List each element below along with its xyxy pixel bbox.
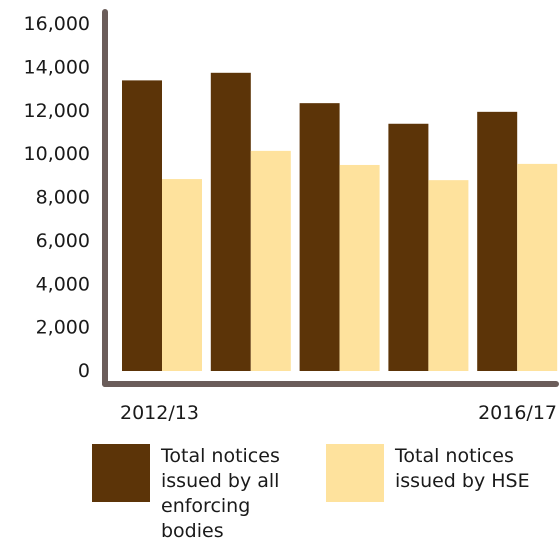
bar-series-2 [250, 150, 291, 371]
y-tick-label: 10,000 [24, 143, 90, 165]
bar-series-1 [299, 103, 340, 372]
legend: Total notices issued by all enforcing bo… [0, 444, 560, 554]
x-tick-label: 2012/13 [120, 402, 199, 424]
y-tick-label: 0 [78, 360, 90, 382]
x-tick-label: 2016/17 [478, 402, 557, 424]
y-tick-label: 8,000 [36, 187, 90, 209]
y-axis-ticks: 0 2,000 4,000 6,000 8,000 10,000 12,000 14,000 1… [24, 13, 90, 382]
bar-series-1 [477, 111, 518, 371]
legend-item-hse: Total notices issued by HSE [326, 444, 530, 502]
legend-label-line: issued by all [161, 470, 280, 492]
legend-swatch-all-bodies [92, 444, 150, 502]
legend-label-hse: Total notices issued by HSE [395, 444, 530, 494]
bar-series-2 [339, 164, 380, 371]
bar-series-1 [122, 80, 162, 371]
legend-label-line: bodies [161, 520, 224, 542]
legend-swatch-hse [326, 444, 384, 502]
y-tick-label: 16,000 [24, 13, 90, 35]
legend-label-line: issued by HSE [395, 470, 530, 492]
bar-series-2 [517, 163, 558, 371]
y-tick-label: 6,000 [36, 230, 90, 252]
bar-series-2 [162, 179, 202, 371]
x-axis-ticks: 2012/13 2016/17 [120, 402, 557, 424]
legend-label-line: enforcing [161, 495, 251, 517]
y-tick-label: 14,000 [24, 56, 90, 78]
bar-chart: 0 2,000 4,000 6,000 8,000 10,000 12,000 14,000 1… [24, 9, 559, 424]
bar-series-1 [210, 72, 251, 371]
bar-series-2 [428, 180, 469, 371]
legend-item-all-bodies: Total notices issued by all enforcing bo… [92, 444, 280, 544]
y-tick-label: 4,000 [36, 273, 90, 295]
bars [122, 72, 558, 372]
legend-label-line: Total notices [395, 445, 514, 467]
legend-label-line: Total notices [161, 445, 280, 467]
y-tick-label: 2,000 [36, 317, 90, 339]
bar-series-1 [388, 123, 429, 371]
y-tick-label: 12,000 [24, 100, 90, 122]
legend-label-all-bodies: Total notices issued by all enforcing bo… [161, 444, 280, 544]
